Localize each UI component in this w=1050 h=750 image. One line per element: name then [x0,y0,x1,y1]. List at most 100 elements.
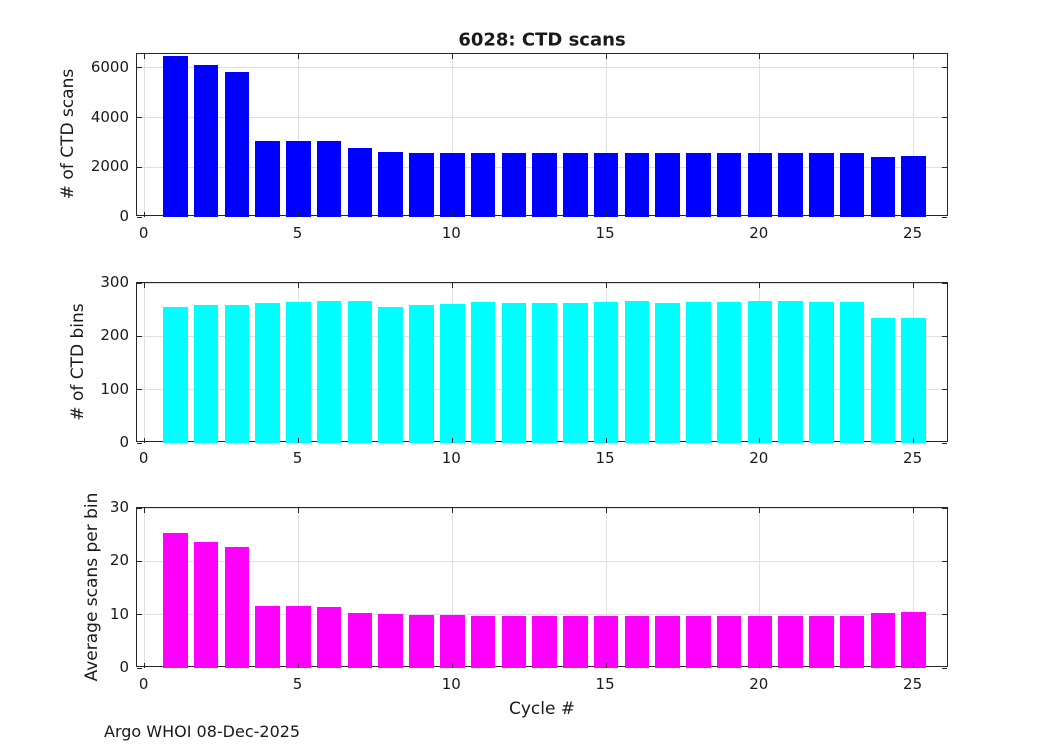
x-tick-mark-top [759,283,761,288]
ctd-scans-bar-cycle-24 [870,156,896,217]
avg-scans-per-bin-bar-cycle-16 [624,616,650,668]
x-tick-mark-top [144,283,146,288]
ctd-bins-bar-cycle-19 [716,302,742,443]
x-tick-mark-bottom [605,438,607,443]
avg-scans-per-bin-bar-cycle-3 [224,546,250,668]
ctd-scans-bar-cycle-21 [778,152,803,217]
x-tick-mark-bottom [759,438,761,443]
y-tick-mark-right [942,67,947,69]
x-tick-mark-top [451,508,453,513]
y-tick-mark-left [137,67,142,69]
gridline-vertical [605,508,607,666]
footer-text: Argo WHOI 08-Dec-2025 [104,722,301,741]
x-tick-label: 20 [749,675,769,693]
ctd-scans-bar-cycle-15 [593,152,619,217]
x-tick-label: 25 [903,224,923,242]
y-tick-mark-right [942,335,947,337]
x-tick-label: 25 [903,675,923,693]
y-tick-label: 100 [100,379,129,398]
avg-scans-per-bin-bar-cycle-6 [316,606,342,668]
x-tick-mark-top [298,283,299,288]
x-tick-mark-bottom [605,663,607,668]
gridline-vertical [298,508,299,666]
avg-scans-per-bin-bar-cycle-17 [655,615,680,668]
ctd-bins-bar-cycle-13 [532,303,557,443]
y-tick-mark-right [942,389,947,391]
x-tick-label: 0 [138,224,149,242]
gridline-horizontal [137,560,947,562]
ctd-bins-bar-cycle-23 [839,302,865,443]
x-tick-label: 5 [292,224,303,242]
y-tick-label: 200 [100,326,129,345]
gridline-vertical [913,508,915,666]
avg-scans-per-bin-bar-cycle-7 [347,612,373,668]
ctd-scans-bar-cycle-4 [255,140,280,217]
gridline-horizontal [137,282,947,284]
x-tick-mark-bottom [451,438,453,443]
y-axis-label-avg-scans: Average scans per bin [82,492,102,682]
y-tick-mark-right [942,560,947,562]
ctd-bins-bar-cycle-18 [686,302,711,443]
y-tick-label: 6000 [90,57,129,76]
y-tick-label: 300 [100,273,129,291]
x-tick-mark-bottom [913,212,915,217]
x-tick-label: 5 [292,675,303,693]
gridline-horizontal [137,117,947,119]
y-tick-mark-left [137,560,142,562]
gridline-vertical [451,54,453,215]
ctd-bins-bar-cycle-25 [901,318,926,443]
y-tick-mark-right [942,442,947,444]
y-tick-mark-right [942,282,947,284]
ctd-scans-bar-cycle-7 [347,147,373,217]
x-tick-mark-bottom [451,212,453,217]
ctd-scans-bar-cycle-11 [470,152,496,217]
avg-scans-per-bin-bar-cycle-21 [778,616,803,668]
y-tick-mark-left [137,282,142,284]
x-tick-label: 10 [441,224,461,242]
ctd-scans-plot [136,53,948,218]
y-tick-mark-right [942,614,947,616]
avg-scans-per-bin-bar-cycle-11 [470,615,496,668]
ctd-scans-bar-cycle-3 [224,71,250,217]
x-tick-mark-top [605,508,607,513]
y-tick-label: 10 [109,604,129,623]
ctd-scans-bar-cycle-8 [378,151,403,217]
ctd-bins-bar-cycle-7 [347,300,373,443]
x-tick-mark-bottom [144,212,146,217]
x-tick-mark-bottom [451,663,453,668]
y-tick-mark-left [137,216,142,218]
y-tick-mark-right [942,216,947,218]
ctd-scans-bar-cycle-18 [686,152,711,217]
y-tick-mark-left [137,389,142,391]
x-tick-mark-bottom [605,212,607,217]
avg-scans-per-bin-bar-cycle-18 [686,615,711,668]
x-tick-label: 15 [595,675,615,693]
y-tick-mark-right [942,166,947,168]
x-tick-mark-top [451,54,453,59]
avg-scans-per-bin-bar-cycle-20 [747,616,773,668]
ctd-bins-bar-cycle-11 [470,302,496,443]
y-tick-mark-right [942,117,947,119]
x-tick-mark-top [298,54,299,59]
y-tick-label: 4000 [90,107,129,126]
avg-scans-per-bin-bar-cycle-23 [839,615,865,668]
x-tick-mark-bottom [144,663,146,668]
x-tick-mark-top [759,508,761,513]
x-tick-label: 5 [292,449,303,467]
y-tick-label: 0 [119,207,129,225]
x-tick-label: 20 [749,449,769,467]
avg-scans-per-bin-bar-cycle-13 [532,615,557,668]
x-tick-mark-bottom [759,212,761,217]
ctd-scans-bar-cycle-13 [532,152,557,217]
x-tick-label: 20 [749,224,769,242]
y-tick-label: 2000 [90,157,129,176]
y-tick-mark-left [137,442,142,444]
x-tick-mark-bottom [913,438,915,443]
x-tick-mark-top [913,283,915,288]
x-tick-label: 15 [595,224,615,242]
y-tick-mark-left [137,335,142,337]
avg-scans-per-bin-bar-cycle-9 [409,614,434,668]
y-tick-label: 30 [109,498,129,516]
gridline-horizontal [137,507,947,509]
